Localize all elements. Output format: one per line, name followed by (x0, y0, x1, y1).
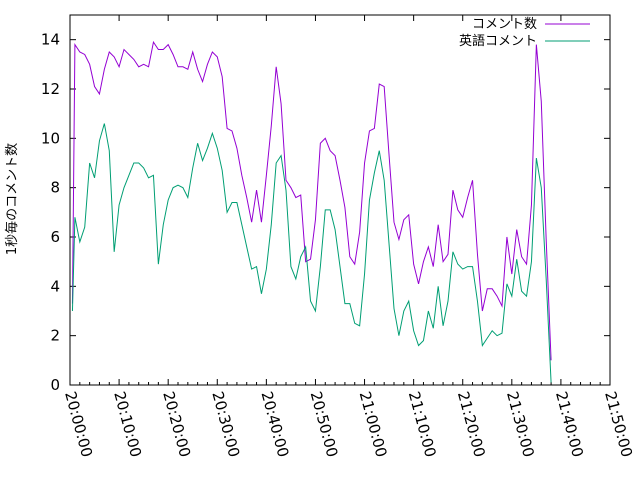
x-tick-label: 20:40:00 (257, 389, 292, 459)
x-tick-label: 20:20:00 (159, 389, 194, 459)
x-tick-label: 20:50:00 (307, 389, 342, 459)
y-tick-label: 6 (50, 228, 60, 246)
x-tick-label: 21:00:00 (356, 389, 391, 459)
series-line-comments (71, 40, 552, 361)
y-tick-label: 8 (50, 179, 60, 197)
y-tick-label: 10 (41, 129, 60, 147)
series-layer (71, 40, 552, 383)
legend-label-english-comments: 英語コメント (459, 33, 537, 49)
plot-frame (69, 14, 611, 386)
x-tick-label: 20:10:00 (110, 389, 145, 459)
x-axis-ticks: 20:00:00 20:10:00 20:20:00 20:30:00 20:40:00… (61, 15, 636, 459)
legend-label-comments: コメント数 (472, 17, 537, 32)
x-tick-label: 20:30:00 (208, 389, 243, 459)
y-axis-ticks: 0 2 4 6 8 10 12 14 (41, 31, 610, 394)
y-tick-label: 2 (50, 327, 60, 345)
y-tick-label: 0 (50, 376, 60, 394)
y-tick-label: 14 (41, 31, 60, 49)
y-tick-label: 12 (41, 80, 60, 98)
legend-entry-english-comments: 英語コメント (459, 33, 590, 49)
series-line-english-comments (71, 123, 552, 383)
x-tick-label: 21:20:00 (454, 389, 489, 459)
y-tick-label: 4 (50, 277, 60, 295)
x-tick-label: 20:00:00 (61, 389, 96, 459)
legend: コメント数 英語コメント (459, 17, 590, 49)
x-tick-label: 21:30:00 (503, 389, 538, 459)
legend-entry-comments: コメント数 (472, 17, 590, 32)
y-axis-label: 1秒毎のコメント数 (4, 143, 20, 255)
x-tick-label: 21:50:00 (601, 389, 636, 459)
x-tick-label: 21:40:00 (552, 389, 587, 459)
x-tick-label: 21:10:00 (405, 389, 440, 459)
